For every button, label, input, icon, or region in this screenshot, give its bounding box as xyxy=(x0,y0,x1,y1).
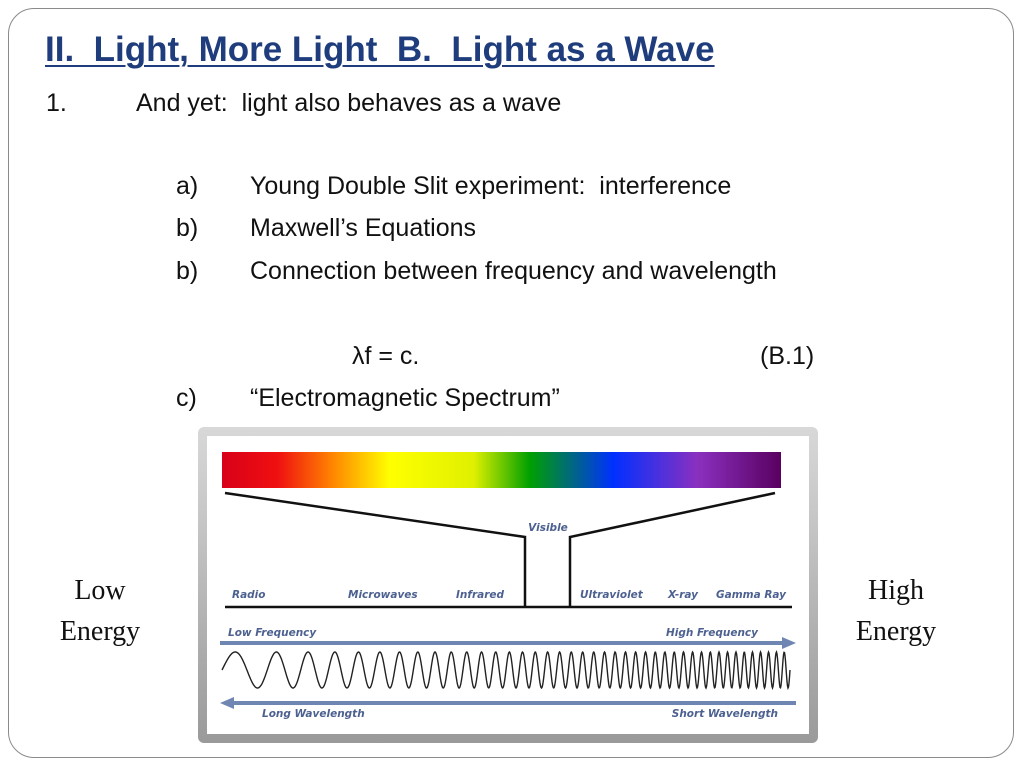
sub-marker: b) xyxy=(176,214,199,242)
visible-label: Visible xyxy=(528,522,568,534)
sub-text: Connection between frequency and wavelen… xyxy=(250,257,777,285)
sub-marker: b) xyxy=(176,257,199,285)
band-label: Infrared xyxy=(456,589,505,601)
band-label: Ultraviolet xyxy=(580,589,644,601)
side-label: High xyxy=(868,575,924,606)
projection-lines xyxy=(224,491,792,609)
band-label: Microwaves xyxy=(348,589,418,601)
side-label: Energy xyxy=(59,616,141,647)
arrow xyxy=(220,637,796,649)
sub-text: Young Double Slit experiment: interferen… xyxy=(250,172,732,200)
equation: λf = c. xyxy=(352,342,420,370)
item-text: And yet: light also behaves as a wave xyxy=(136,89,562,117)
sub-text: “Electromagnetic Spectrum” xyxy=(250,384,560,412)
axis-label: High Frequency xyxy=(666,627,759,639)
wave xyxy=(221,649,791,691)
side-label: Low xyxy=(74,575,126,606)
axis-label: Low Frequency xyxy=(228,627,317,639)
band-label: Radio xyxy=(232,589,266,601)
sub-text: Maxwell’s Equations xyxy=(250,214,477,242)
item-number: 1. xyxy=(46,89,67,117)
side-label: Energy xyxy=(855,616,937,647)
arrow xyxy=(220,697,796,709)
equation-label: (B.1) xyxy=(760,342,815,370)
sub-marker: c) xyxy=(176,384,197,412)
axis-label: Long Wavelength xyxy=(262,708,365,720)
slide-title: II. Light, More Light B. Light as a Wave xyxy=(45,30,715,69)
slide-border xyxy=(8,8,1014,758)
sub-marker: a) xyxy=(176,172,199,200)
band-label: Gamma Ray xyxy=(716,589,787,601)
band-label: X-ray xyxy=(667,589,699,601)
spectrum-bar xyxy=(222,452,781,488)
axis-label: Short Wavelength xyxy=(672,708,778,720)
